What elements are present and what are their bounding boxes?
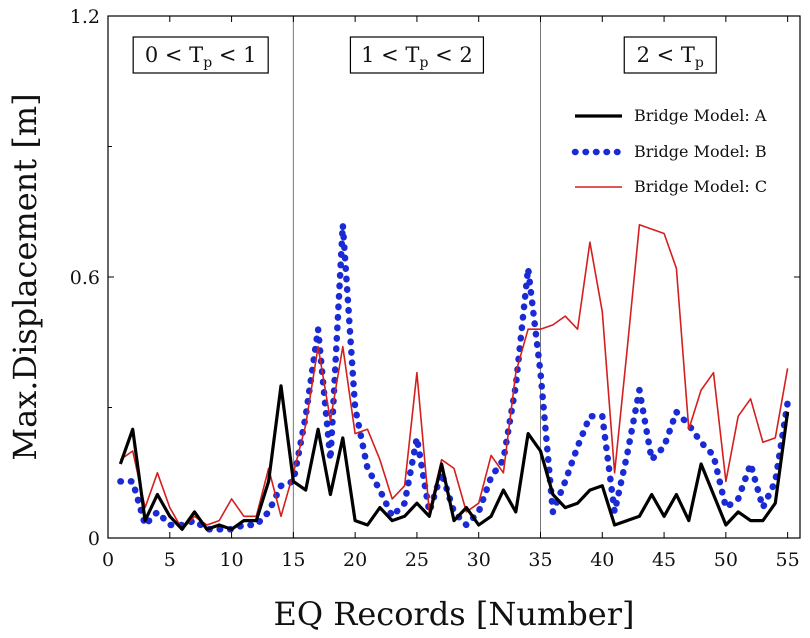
y-tick-label: 0 [88,528,100,550]
legend: Bridge Model: A Bridge Model: B Bridge Mod… [571,106,767,196]
x-tick-label: 50 [714,549,738,571]
region-label-text: 1 < Tp < 2 [361,43,473,71]
region-label: 2 < Tp [623,36,717,74]
region-label: 0 < Tp < 1 [132,36,269,74]
legend-item: Bridge Model: B [571,142,767,161]
x-tick-label: 55 [776,549,800,571]
series-line-a [118,384,790,531]
y-tick-label: 0.6 [70,267,100,289]
series-line-c [119,224,789,531]
region-label-text: 2 < Tp [637,43,704,71]
x-tick-label: 35 [528,549,552,571]
y-tick-label: 1.2 [70,6,100,28]
plot-frame [107,15,801,539]
legend-label: Bridge Model: A [634,106,767,125]
series-line-b [117,221,791,533]
legend-label: Bridge Model: B [634,142,767,161]
region-labels: 0 < Tp < 1 1 < Tp < 2 2 < Tp [132,36,717,74]
y-axis-title: Max.Displacement [m] [6,93,44,460]
legend-label: Bridge Model: C [634,177,767,196]
legend-item: Bridge Model: C [575,177,767,196]
series-layer [117,221,791,533]
x-tick-label: 0 [102,549,114,571]
x-tick-label: 20 [343,549,367,571]
x-tick-label: 40 [590,549,614,571]
x-tick-label: 15 [281,549,305,571]
legend-item: Bridge Model: A [575,106,767,125]
x-axis-title: EQ Records [Number] [274,595,635,633]
x-tick-label: 5 [164,549,176,571]
axis-ticks: 0 5 10 15 20 25 30 35 40 45 50 55 0 0.6 1.2 [70,6,800,571]
region-label-box [623,36,717,74]
x-tick-label: 30 [467,549,491,571]
region-label: 1 < Tp < 2 [349,36,485,74]
x-tick-label: 45 [652,549,676,571]
x-tick-label: 25 [405,549,429,571]
region-label-box [349,36,485,74]
region-label-box [132,36,269,74]
region-label-text: 0 < Tp < 1 [145,43,257,71]
x-tick-label: 10 [219,549,243,571]
